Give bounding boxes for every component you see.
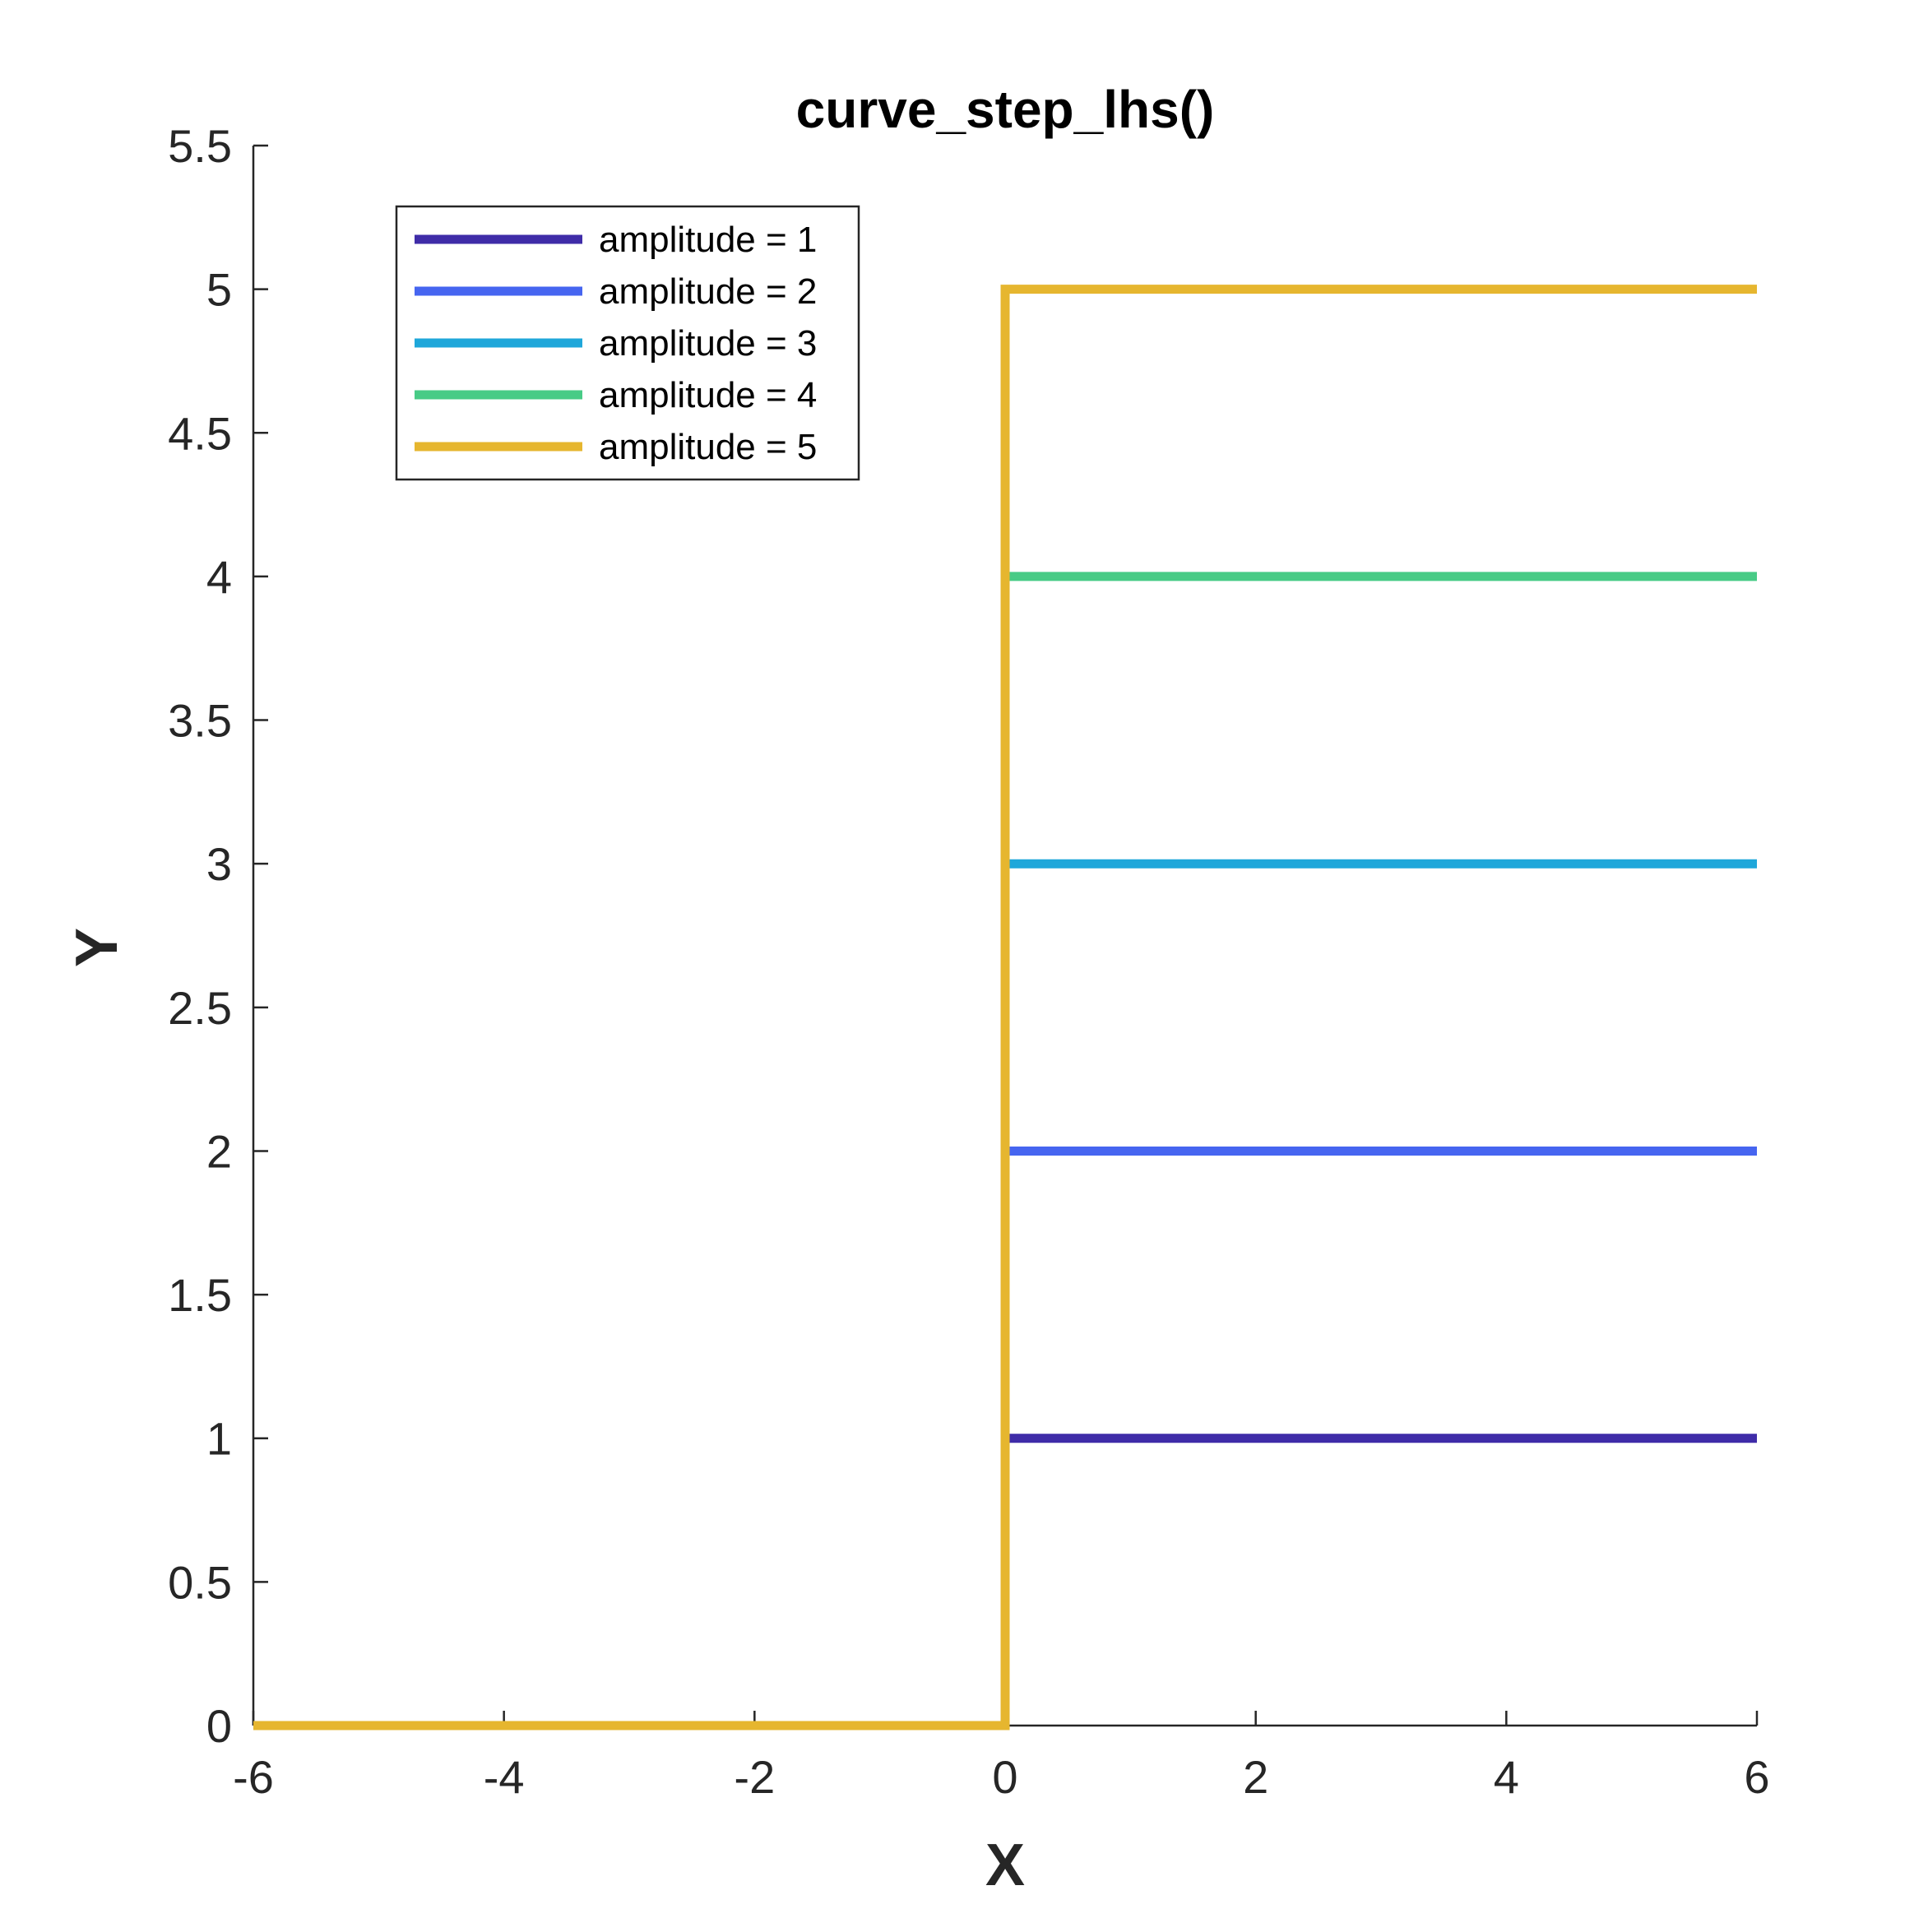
y-tick-label: 0.5 <box>168 1556 232 1608</box>
plot-area: -6 -4 -2 0 2 4 6 0 0.5 1 1.5 2 2.5 3 3.5 4 4.5 5 5.5 <box>168 120 1769 1803</box>
y-tick-label: 3 <box>206 838 232 890</box>
legend-label-4: amplitude = 4 <box>599 375 817 415</box>
legend-label-2: amplitude = 2 <box>599 271 817 312</box>
y-tick-label: 0 <box>206 1700 232 1752</box>
y-tick-label: 5 <box>206 264 232 316</box>
x-tick-label: 0 <box>992 1751 1017 1803</box>
x-tick-label: -6 <box>233 1751 274 1803</box>
y-tick-label: 2 <box>206 1125 232 1177</box>
y-tick-label: 1.5 <box>168 1269 232 1321</box>
series-line-5 <box>253 285 1757 1730</box>
x-tick-label: 6 <box>1744 1751 1769 1803</box>
y-tick-label: 3.5 <box>168 695 232 747</box>
chart-title: curve_step_lhs() <box>796 80 1215 139</box>
y-tick-label: 2.5 <box>168 982 232 1034</box>
y-tick-label: 4 <box>206 551 232 603</box>
y-tick-label: 1 <box>206 1413 232 1465</box>
y-tick-label: 4.5 <box>168 407 232 459</box>
legend-label-3: amplitude = 3 <box>599 323 817 364</box>
legend: amplitude = 1 amplitude = 2 amplitude = 3 a… <box>395 205 860 481</box>
legend-label-1: amplitude = 1 <box>599 220 817 260</box>
y-axis-label: Y <box>64 928 130 967</box>
x-tick-label: -2 <box>734 1751 775 1803</box>
y-tick-label: 5.5 <box>168 120 232 172</box>
x-tick-label: 2 <box>1243 1751 1268 1803</box>
legend-label-5: amplitude = 5 <box>599 427 817 467</box>
x-tick-label: 4 <box>1494 1751 1519 1803</box>
x-axis-label: X <box>985 1832 1025 1898</box>
x-tick-label: -4 <box>484 1751 525 1803</box>
